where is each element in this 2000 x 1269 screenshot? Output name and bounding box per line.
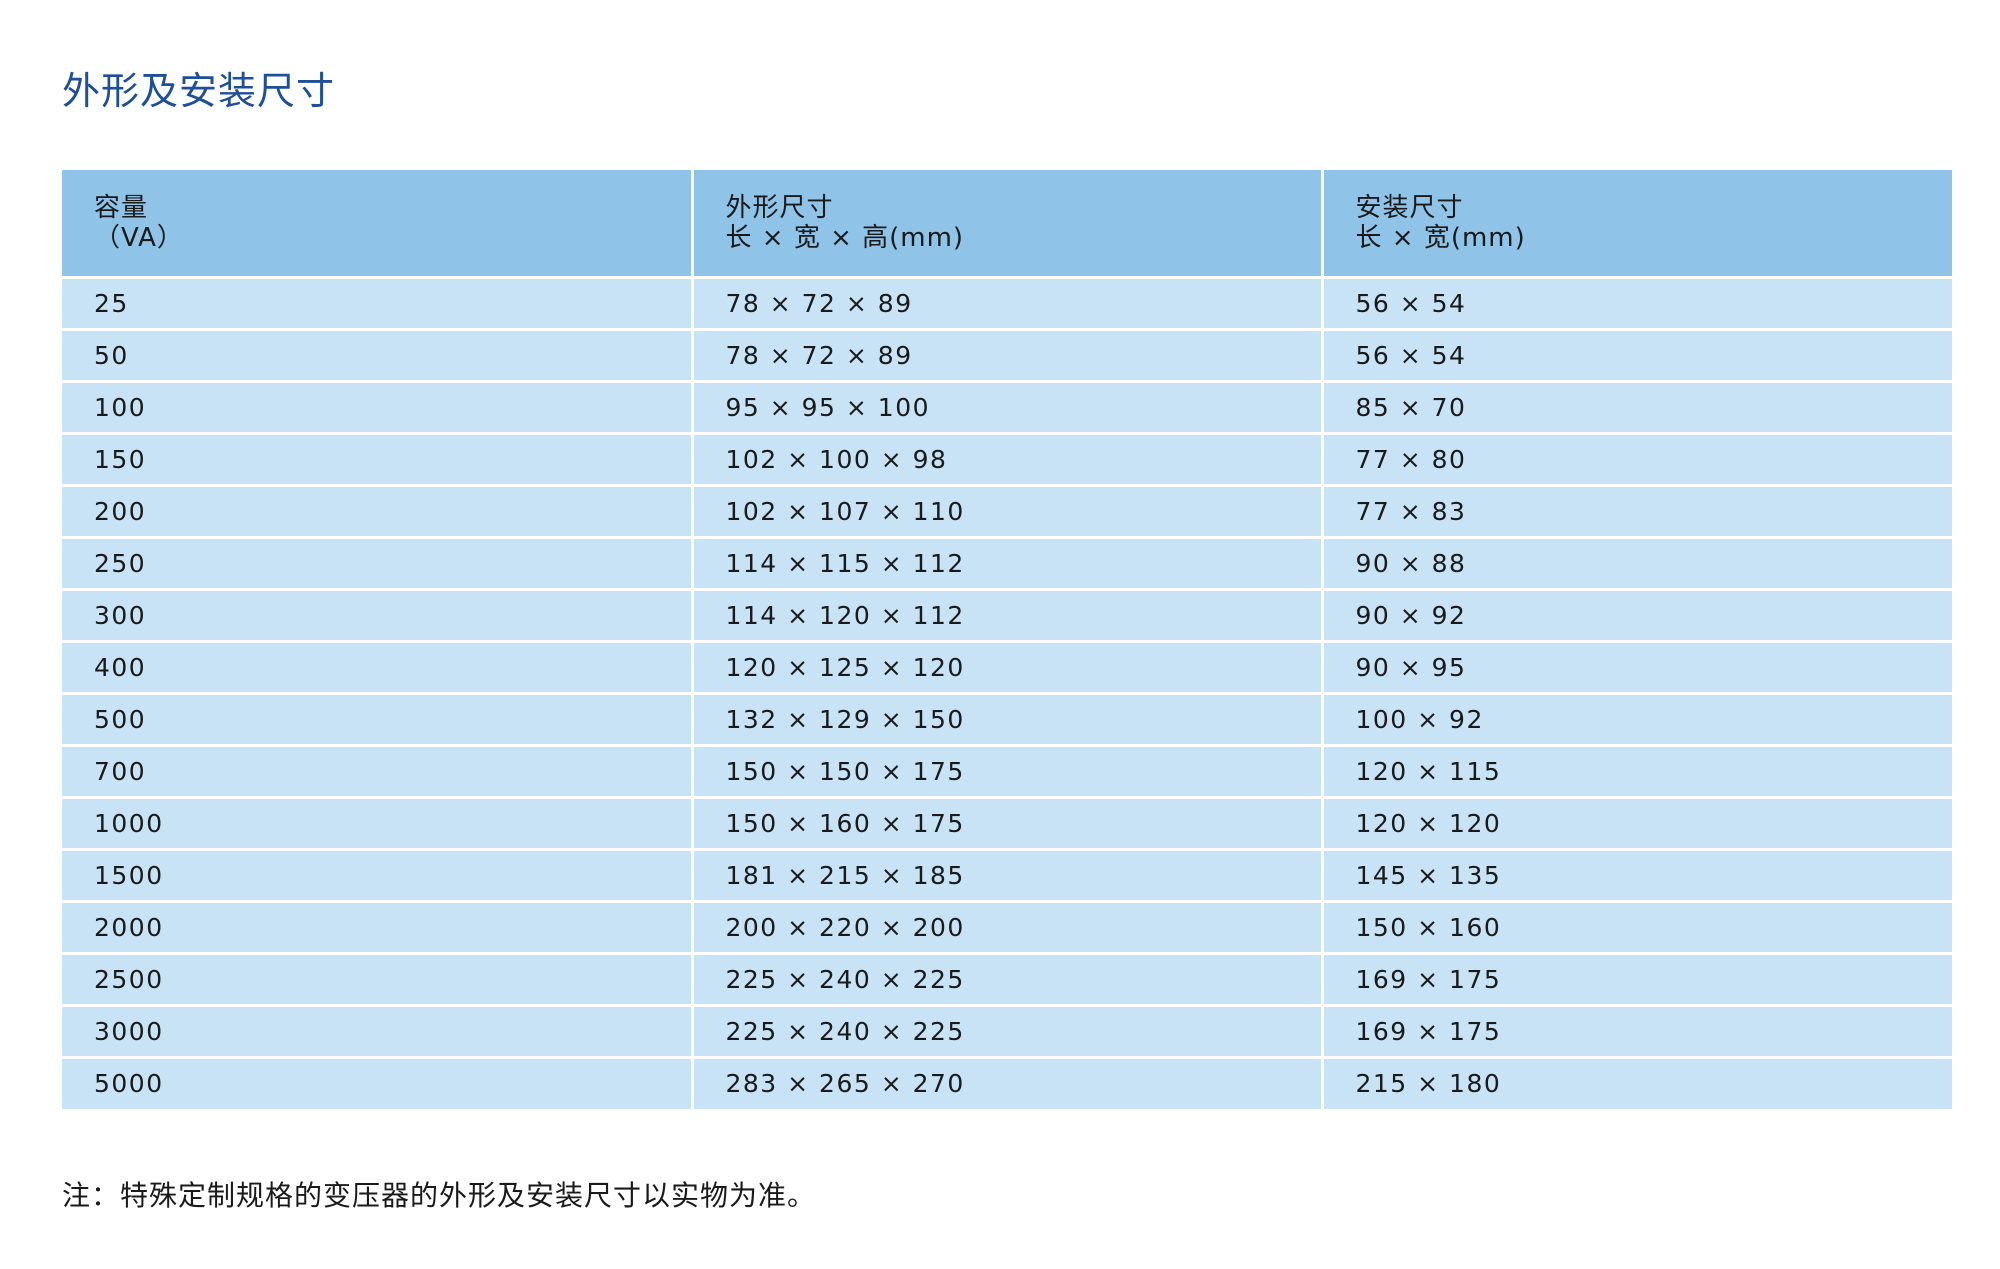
table-row: 50 78 × 72 × 89 56 × 54 xyxy=(62,329,1952,381)
capacity-cell: 700 xyxy=(62,745,694,797)
table-row: 3000 225 × 240 × 225 169 × 175 xyxy=(62,1005,1952,1057)
mounting-size-cell: 120 × 120 xyxy=(1355,808,1502,838)
mounting-size-cell: 120 × 115 xyxy=(1355,756,1502,786)
page-title: 外形及安装尺寸 xyxy=(62,69,336,113)
header-mounting-size: 安装尺寸长 × 宽(mm) xyxy=(1355,192,1526,253)
header-outline-size: 外形尺寸长 × 宽 × 高(mm) xyxy=(692,170,1324,277)
capacity-cell: 400 xyxy=(62,641,694,693)
outline-size-cell: 114 × 115 × 112 xyxy=(692,537,1324,589)
mounting-size-cell: 100 × 92 xyxy=(1355,704,1484,734)
outline-size-cell: 102 × 107 × 110 xyxy=(692,485,1324,537)
outline-size-cell: 225 × 240 × 225 xyxy=(692,1005,1324,1057)
mounting-size-cell: 90 × 92 xyxy=(1355,600,1467,630)
mounting-size-cell: 169 × 175 xyxy=(1355,1016,1502,1046)
capacity-cell: 1000 xyxy=(62,797,694,849)
capacity-cell: 500 xyxy=(62,693,694,745)
mounting-size-cell: 77 × 80 xyxy=(1355,444,1467,474)
capacity-cell: 5000 xyxy=(62,1057,694,1109)
outline-size-cell: 132 × 129 × 150 xyxy=(692,693,1324,745)
mounting-size-cell: 56 × 54 xyxy=(1355,288,1467,318)
mounting-size-cell: 56 × 54 xyxy=(1355,340,1467,370)
capacity-cell: 100 xyxy=(62,381,694,433)
table-row: 200 102 × 107 × 110 77 × 83 xyxy=(62,485,1952,537)
mounting-size-cell: 145 × 135 xyxy=(1355,860,1502,890)
mounting-size-cell: 215 × 180 xyxy=(1355,1069,1502,1099)
outline-size-cell: 114 × 120 × 112 xyxy=(692,589,1324,641)
outline-size-cell: 150 × 150 × 175 xyxy=(692,745,1324,797)
mounting-size-cell: 150 × 160 xyxy=(1355,912,1502,942)
capacity-cell: 2500 xyxy=(62,953,694,1005)
table-row: 1500 181 × 215 × 185 145 × 135 xyxy=(62,849,1952,901)
capacity-cell: 50 xyxy=(62,329,694,381)
mounting-size-cell: 90 × 95 xyxy=(1355,652,1467,682)
table-row: 300 114 × 120 × 112 90 × 92 xyxy=(62,589,1952,641)
capacity-cell: 200 xyxy=(62,485,694,537)
capacity-cell: 25 xyxy=(62,277,694,329)
capacity-cell: 3000 xyxy=(62,1005,694,1057)
table-row: 1000 150 × 160 × 175 120 × 120 xyxy=(62,797,1952,849)
outline-size-cell: 95 × 95 × 100 xyxy=(692,381,1324,433)
table-row: 400 120 × 125 × 120 90 × 95 xyxy=(62,641,1952,693)
table-row: 2500 225 × 240 × 225 169 × 175 xyxy=(62,953,1952,1005)
capacity-cell: 300 xyxy=(62,589,694,641)
mounting-size-cell: 90 × 88 xyxy=(1355,548,1467,578)
table-row: 500 132 × 129 × 150 100 × 92 xyxy=(62,693,1952,745)
outline-size-cell: 283 × 265 × 270 xyxy=(692,1057,1324,1109)
outline-size-cell: 102 × 100 × 98 xyxy=(692,433,1324,485)
outline-size-cell: 200 × 220 × 200 xyxy=(692,901,1324,953)
capacity-cell: 250 xyxy=(62,537,694,589)
mounting-size-cell: 77 × 83 xyxy=(1355,496,1467,526)
capacity-cell: 150 xyxy=(62,433,694,485)
capacity-cell: 1500 xyxy=(62,849,694,901)
table-header-row: 容量 （VA） 外形尺寸长 × 宽 × 高(mm) 安装尺寸长 × 宽(mm) xyxy=(62,170,1952,277)
footnote: 注：特殊定制规格的变压器的外形及安装尺寸以实物为准。 xyxy=(62,1179,817,1212)
outline-size-cell: 78 × 72 × 89 xyxy=(692,329,1324,381)
outline-size-cell: 120 × 125 × 120 xyxy=(692,641,1324,693)
outline-size-cell: 150 × 160 × 175 xyxy=(692,797,1324,849)
mounting-size-cell: 85 × 70 xyxy=(1355,392,1467,422)
dimensions-table: 容量 （VA） 外形尺寸长 × 宽 × 高(mm) 安装尺寸长 × 宽(mm) 2… xyxy=(62,170,1952,1109)
table-row: 25 78 × 72 × 89 56 × 54 xyxy=(62,277,1952,329)
outline-size-cell: 225 × 240 × 225 xyxy=(692,953,1324,1005)
outline-size-cell: 181 × 215 × 185 xyxy=(692,849,1324,901)
header-capacity: 容量 （VA） xyxy=(62,170,694,277)
table-row: 2000 200 × 220 × 200 150 × 160 xyxy=(62,901,1952,953)
table-row: 150 102 × 100 × 98 77 × 80 xyxy=(62,433,1952,485)
table-row: 100 95 × 95 × 100 85 × 70 xyxy=(62,381,1952,433)
capacity-cell: 2000 xyxy=(62,901,694,953)
mounting-size-cell: 169 × 175 xyxy=(1355,964,1502,994)
table-row: 250 114 × 115 × 112 90 × 88 xyxy=(62,537,1952,589)
table-row: 5000 283 × 265 × 270 215 × 180 xyxy=(62,1057,1952,1109)
outline-size-cell: 78 × 72 × 89 xyxy=(692,277,1324,329)
table-row: 700 150 × 150 × 175 120 × 115 xyxy=(62,745,1952,797)
